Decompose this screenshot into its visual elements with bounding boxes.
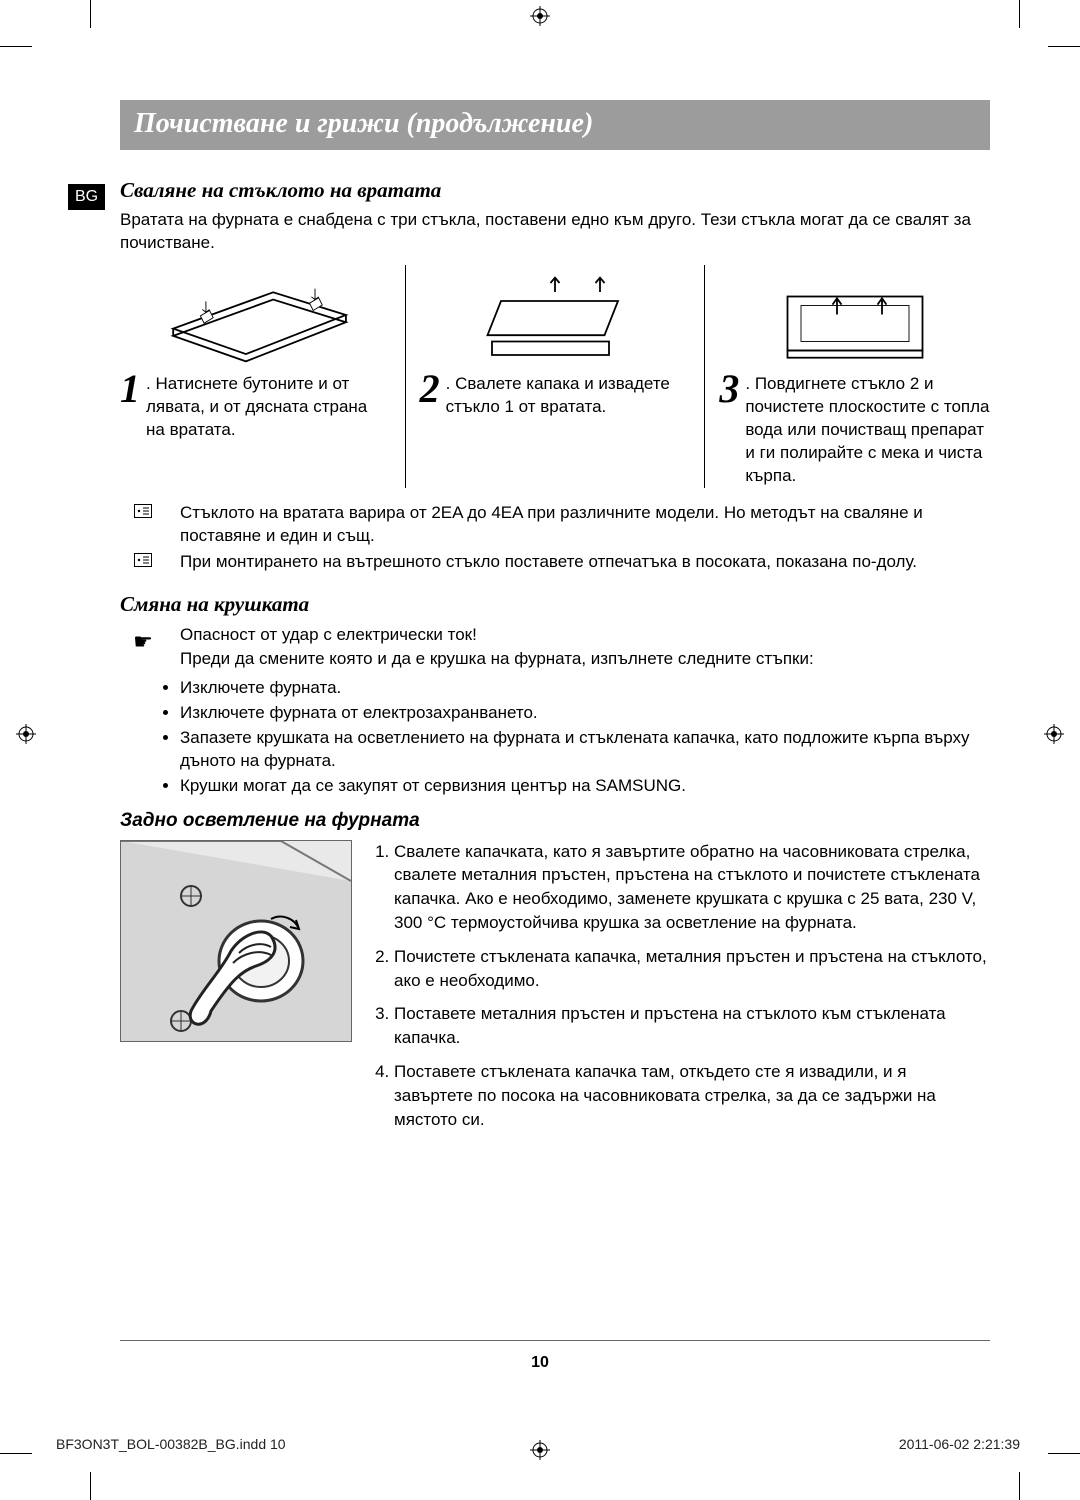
list-item: Поставете стъклената капачка там, откъде… bbox=[394, 1060, 990, 1131]
cropmark bbox=[1019, 1472, 1020, 1500]
section-heading-bulb: Смяна на крушката bbox=[120, 592, 990, 617]
cropmark bbox=[90, 0, 91, 28]
step-text: Повдигнете стъкло 2 и почистете плоскост… bbox=[745, 374, 989, 485]
step-number: 1 bbox=[120, 369, 140, 409]
step-number: 2 bbox=[420, 369, 440, 409]
registration-mark-icon bbox=[530, 6, 550, 26]
bullet-item: Крушки могат да се закупят от сервизния … bbox=[180, 775, 990, 798]
registration-mark-icon bbox=[1044, 724, 1064, 744]
page-title: Почистване и грижи (продължение) bbox=[120, 100, 990, 150]
step-1-illustration bbox=[120, 265, 391, 365]
step-text: Натиснете бутоните и от лявата, и от дяс… bbox=[146, 374, 367, 439]
warn-intro: Преди да смените която и да е крушка на … bbox=[180, 649, 814, 668]
list-item: Почистете стъклената капачка, металния п… bbox=[394, 945, 990, 993]
page-number: 10 bbox=[0, 1354, 1080, 1372]
note-row: Стъклото на вратата варира от 2EA до 4EA… bbox=[120, 502, 990, 548]
bullet-item: Изключете фурната от електрозахранването… bbox=[180, 702, 990, 725]
footer-left: BF3ON3T_BOL-00382B_BG.indd 10 bbox=[56, 1436, 286, 1452]
rear-light-steps: Свалете капачката, като я завъртите обра… bbox=[372, 840, 990, 1142]
cropmark bbox=[90, 1472, 91, 1500]
note-text: Стъклото на вратата варира от 2EA до 4EA… bbox=[180, 502, 990, 548]
step-text: Свалете капака и извадете стъкло 1 от вр… bbox=[446, 374, 670, 416]
subsection-heading-rear-light: Задно осветление на фурната bbox=[120, 810, 990, 832]
pointing-hand-icon: ☛ bbox=[120, 623, 166, 671]
section-intro: Вратата на фурната е снабдена с три стък… bbox=[120, 209, 990, 255]
warning-row: ☛ Опасност от удар с електрически ток! П… bbox=[120, 623, 990, 671]
note-icon bbox=[120, 502, 166, 548]
note-icon bbox=[120, 551, 166, 574]
step-1: 1 . Натиснете бутоните и от лявата, и от… bbox=[120, 265, 391, 488]
bullet-item: Запазете крушката на осветлението на фур… bbox=[180, 727, 990, 773]
step-3: 3 . Повдигнете стъкло 2 и почистете плос… bbox=[704, 265, 990, 488]
step-number: 3 bbox=[719, 369, 739, 409]
rear-light-illustration bbox=[120, 840, 350, 1047]
step-2-illustration bbox=[420, 265, 691, 365]
list-item: Поставете металния пръстен и пръстена на… bbox=[394, 1002, 990, 1050]
registration-mark-icon bbox=[16, 724, 36, 744]
footer-right: 2011-06-02 2:21:39 bbox=[899, 1436, 1020, 1452]
page-rule bbox=[120, 1340, 990, 1341]
print-footer: BF3ON3T_BOL-00382B_BG.indd 10 2011-06-02… bbox=[56, 1436, 1020, 1452]
language-tag: BG bbox=[68, 184, 105, 210]
warn-line: Опасност от удар с електрически ток! bbox=[180, 625, 477, 644]
bullet-item: Изключете фурната. bbox=[180, 677, 990, 700]
list-item: Свалете капачката, като я завъртите обра… bbox=[394, 840, 990, 935]
cropmark bbox=[0, 46, 32, 47]
note-row: При монтирането на вътрешното стъкло пос… bbox=[120, 551, 990, 574]
step-2: 2 . Свалете капака и извадете стъкло 1 о… bbox=[405, 265, 691, 488]
step-3-illustration bbox=[719, 265, 990, 365]
cropmark bbox=[1048, 46, 1080, 47]
cropmark bbox=[0, 1453, 32, 1454]
bullet-list: Изключете фурната. Изключете фурната от … bbox=[180, 677, 990, 798]
note-text: При монтирането на вътрешното стъкло пос… bbox=[180, 551, 990, 574]
cropmark bbox=[1048, 1453, 1080, 1454]
cropmark bbox=[1019, 0, 1020, 28]
steps-row: 1 . Натиснете бутоните и от лявата, и от… bbox=[120, 265, 990, 488]
section-heading-door-glass: Сваляне на стъклото на вратата bbox=[120, 178, 990, 203]
